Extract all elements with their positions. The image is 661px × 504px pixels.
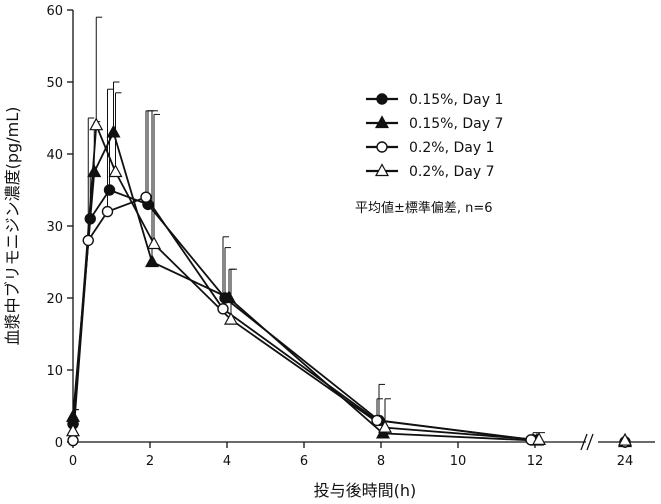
data-point xyxy=(377,419,393,433)
legend: 0.15%, Day 1 0.15%, Day 7 0.2%, Day 1 0.2%,… xyxy=(366,92,503,180)
legend-marker xyxy=(376,93,388,105)
axes xyxy=(72,10,655,451)
x-tick-label: 10 xyxy=(450,454,467,469)
legend-marker xyxy=(376,141,388,153)
data-point xyxy=(146,236,162,250)
data-point xyxy=(87,164,102,178)
data-point xyxy=(84,213,96,225)
axis-break-mark xyxy=(580,433,594,451)
y-tick-label: 20 xyxy=(46,292,63,307)
y-tick-label: 30 xyxy=(46,220,63,235)
y-ticks: 0 10 20 30 40 50 60 xyxy=(46,4,73,451)
data-point xyxy=(82,234,94,247)
data-point xyxy=(223,311,239,325)
y-tick-label: 10 xyxy=(46,364,63,379)
data-point xyxy=(101,205,114,218)
x-tick-label: 24 xyxy=(617,454,634,469)
data-point xyxy=(89,117,104,131)
x-tick-label: 8 xyxy=(377,454,385,469)
legend-marker xyxy=(374,115,390,129)
legend-label: 0.15%, Day 1 xyxy=(409,92,503,108)
legend-label: 0.2%, Day 1 xyxy=(409,140,494,156)
sample-note: 平均値±標準偏差, n=6 xyxy=(355,200,493,216)
data-point xyxy=(217,303,229,315)
data-point xyxy=(106,124,121,138)
data-point xyxy=(65,423,81,437)
data-point xyxy=(371,414,383,427)
y-tick-label: 50 xyxy=(46,76,63,91)
legend-label: 0.2%, Day 7 xyxy=(409,164,494,180)
x-axis-title: 投与後時間(h) xyxy=(314,481,417,500)
x-tick-label: 12 xyxy=(527,454,544,469)
legend-label: 0.15%, Day 7 xyxy=(409,116,503,132)
x-ticks: 0 2 4 6 8 10 12 24 xyxy=(69,442,633,469)
x-tick-label: 4 xyxy=(223,454,231,469)
data-point xyxy=(140,191,152,203)
data-point xyxy=(531,432,547,445)
error-bars xyxy=(72,16,545,440)
y-tick-label: 60 xyxy=(46,4,63,19)
y-tick-label: 0 xyxy=(55,436,63,451)
data-point xyxy=(67,434,79,447)
data-point xyxy=(108,164,123,178)
x-tick-label: 0 xyxy=(69,454,77,469)
x-tick-label: 2 xyxy=(146,454,154,469)
data-point xyxy=(617,432,633,446)
data-point xyxy=(144,254,160,268)
series-line-2 xyxy=(72,196,532,441)
series-markers xyxy=(65,117,633,448)
y-axis-title: 血漿中ブリモニジン濃度(pg/mL) xyxy=(3,107,22,346)
y-tick-label: 40 xyxy=(46,148,63,163)
data-point xyxy=(65,409,81,422)
data-point xyxy=(103,184,116,196)
x-tick-label: 6 xyxy=(300,454,308,469)
legend-marker xyxy=(374,163,390,177)
data-point xyxy=(221,290,237,304)
